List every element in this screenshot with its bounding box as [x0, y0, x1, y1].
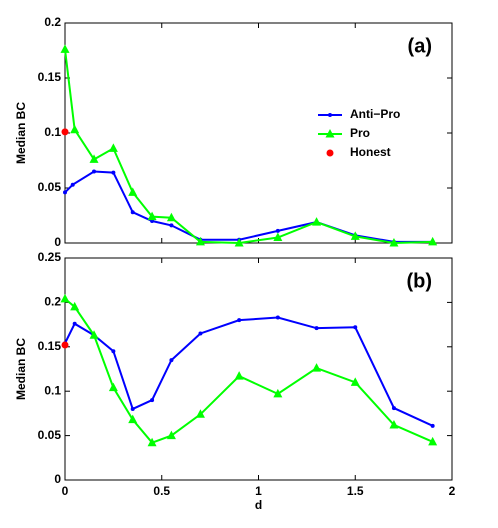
y-axis-label: Median BC: [14, 102, 28, 164]
marker: [63, 190, 67, 195]
marker: [275, 228, 280, 233]
marker: [92, 169, 97, 174]
y-tick-label: 0.05: [38, 180, 62, 194]
marker: [428, 436, 438, 446]
legend-label: Pro: [350, 126, 370, 140]
marker: [169, 358, 174, 363]
x-axis-label: d: [255, 498, 262, 512]
legend-label: Anti−Pro: [350, 107, 400, 121]
marker: [150, 398, 155, 403]
legend-marker: [326, 149, 334, 157]
y-tick-label: 0.1: [44, 125, 61, 139]
panel-label: (b): [406, 270, 432, 292]
y-tick-label: 0.2: [44, 15, 61, 29]
marker: [60, 293, 70, 303]
marker: [70, 301, 80, 311]
marker: [60, 44, 70, 53]
marker: [389, 238, 399, 247]
x-tick-label: 0: [62, 484, 69, 498]
y-tick-label: 0.2: [44, 295, 61, 309]
marker: [275, 315, 280, 320]
marker: [111, 349, 116, 354]
marker: [111, 170, 116, 175]
y-tick-label: 0.15: [38, 70, 62, 84]
marker: [273, 232, 283, 241]
x-tick-label: 2: [449, 484, 456, 498]
plot-frame: [64, 22, 453, 244]
marker: [350, 231, 360, 240]
marker: [130, 210, 135, 215]
marker: [314, 326, 319, 331]
marker: [389, 419, 399, 429]
y-tick-label: 0: [54, 472, 61, 486]
marker: [312, 217, 322, 226]
marker: [312, 363, 322, 372]
x-tick-label: 0.5: [153, 484, 170, 498]
y-tick-label: 0: [54, 235, 61, 249]
marker: [89, 330, 99, 339]
panel-label: (a): [408, 35, 432, 57]
legend-marker: [328, 113, 332, 117]
marker: [234, 238, 244, 247]
marker: [391, 406, 396, 411]
marker: [70, 182, 75, 187]
marker: [147, 211, 157, 221]
marker: [89, 154, 99, 163]
marker: [70, 124, 80, 134]
series-line: [64, 170, 433, 243]
x-tick-label: 1: [255, 484, 262, 498]
series-line: [64, 298, 434, 444]
y-axis-label: Median BC: [14, 338, 28, 400]
marker: [128, 187, 138, 196]
legend-label: Honest: [350, 145, 391, 159]
marker: [234, 371, 244, 380]
marker: [108, 143, 118, 152]
legend-marker: [325, 129, 335, 138]
marker: [198, 331, 203, 336]
marker: [350, 377, 360, 386]
marker: [195, 409, 205, 418]
marker: [169, 223, 174, 228]
y-tick-label: 0.05: [38, 428, 62, 442]
y-tick-label: 0.15: [38, 339, 62, 353]
marker: [166, 430, 176, 440]
series-line: [64, 316, 434, 427]
marker: [130, 406, 135, 411]
marker: [147, 437, 157, 447]
y-tick-label: 0.1: [44, 383, 61, 397]
marker: [108, 382, 118, 392]
marker: [72, 321, 77, 326]
plot-frame: [64, 257, 453, 481]
x-tick-label: 1.5: [347, 484, 364, 498]
marker: [273, 388, 283, 398]
marker: [195, 236, 205, 246]
y-tick-label: 0.25: [38, 250, 62, 264]
marker: [428, 236, 438, 246]
marker: [61, 128, 69, 136]
series-line: [64, 49, 433, 245]
marker: [166, 212, 176, 222]
marker: [430, 423, 435, 428]
marker: [237, 318, 242, 323]
marker: [128, 414, 138, 424]
marker: [353, 325, 358, 330]
marker: [61, 341, 69, 349]
